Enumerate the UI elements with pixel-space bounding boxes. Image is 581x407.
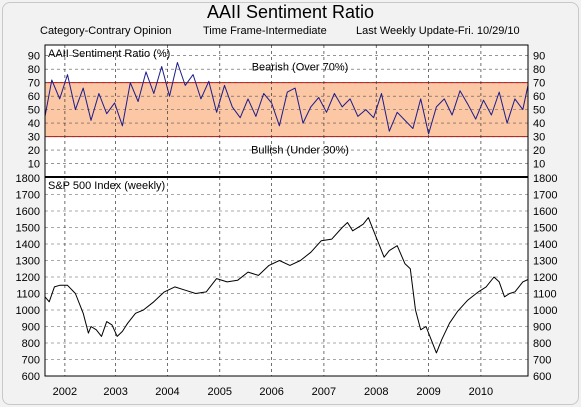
y-tick-label-left: 90 [28, 51, 40, 63]
y-tick-label-left: 10 [28, 159, 40, 171]
x-tick-label-2002: 2002 [53, 386, 77, 398]
y-tick-label-right: 10 [533, 159, 545, 171]
y-tick-label-left: 40 [28, 118, 40, 130]
y-tick-label-right: 20 [533, 145, 545, 157]
y-tick-label-right: 30 [533, 132, 545, 144]
y-tick-label-right: 1700 [533, 190, 557, 202]
y-tick-label-left: 1800 [16, 173, 40, 185]
y-tick-label-left: 20 [28, 145, 40, 157]
y-tick-label-right: 1400 [533, 239, 557, 251]
y-tick-label-left: 60 [28, 91, 40, 103]
x-tick-label-2008: 2008 [364, 386, 388, 398]
panel-title-1: AAII Sentiment Ratio (%) [48, 48, 170, 60]
x-tick-label-2007: 2007 [312, 386, 336, 398]
y-tick-label-right: 900 [533, 322, 551, 334]
y-tick-label-left: 800 [22, 338, 40, 350]
y-tick-label-left: 700 [22, 355, 40, 367]
y-tick-label-right: 600 [533, 371, 551, 383]
bullish-annotation: Bullish (Under 30%) [251, 145, 349, 157]
x-tick-label-2003: 2003 [103, 386, 127, 398]
y-tick-label-left: 1200 [16, 272, 40, 284]
y-tick-label-right: 1000 [533, 305, 557, 317]
y-tick-label-right: 1500 [533, 223, 557, 235]
y-tick-label-right: 70 [533, 78, 545, 90]
x-tick-label-2006: 2006 [259, 386, 283, 398]
panel-title-2: S&P 500 Index (weekly) [48, 180, 165, 192]
y-tick-label-right: 60 [533, 91, 545, 103]
y-tick-label-left: 1100 [16, 289, 40, 301]
y-tick-label-left: 80 [28, 64, 40, 76]
y-tick-label-right: 90 [533, 51, 545, 63]
x-tick-label-2005: 2005 [208, 386, 232, 398]
y-tick-label-right: 50 [533, 105, 545, 117]
y-tick-label-right: 1300 [533, 256, 557, 268]
y-tick-label-right: 80 [533, 64, 545, 76]
plot-background-2 [45, 177, 528, 376]
last-update-label: Last Weekly Update-Fri. 10/29/10 [356, 25, 520, 37]
sp500-series-line [44, 217, 529, 354]
y-tick-label-left: 1700 [16, 190, 40, 202]
y-tick-label-left: 30 [28, 132, 40, 144]
y-tick-label-left: 1300 [16, 256, 40, 268]
y-tick-label-right: 1800 [533, 173, 557, 185]
y-tick-label-left: 1400 [16, 239, 40, 251]
sentiment-series-line [44, 62, 529, 135]
y-tick-label-left: 600 [22, 371, 40, 383]
y-tick-label-right: 40 [533, 118, 545, 130]
chart-title: AAII Sentiment Ratio [206, 2, 375, 22]
y-tick-label-right: 1100 [533, 289, 557, 301]
time-frame-label: Time Frame-Intermediate [203, 25, 327, 37]
category-label: Category-Contrary Opinion [40, 25, 172, 37]
y-tick-label-left: 1600 [16, 206, 40, 218]
x-tick-label-2004: 2004 [155, 386, 179, 398]
y-tick-label-right: 700 [533, 355, 551, 367]
x-tick-label-2010: 2010 [469, 386, 493, 398]
y-tick-label-right: 800 [533, 338, 551, 350]
y-tick-label-left: 1000 [16, 305, 40, 317]
y-tick-label-right: 1600 [533, 206, 557, 218]
y-tick-label-left: 1500 [16, 223, 40, 235]
y-tick-label-right: 1200 [533, 272, 557, 284]
y-tick-label-left: 50 [28, 105, 40, 117]
x-tick-label-2009: 2009 [416, 386, 440, 398]
y-tick-label-left: 70 [28, 78, 40, 90]
y-tick-label-left: 900 [22, 322, 40, 334]
bearish-annotation: Bearish (Over 70%) [252, 62, 349, 74]
